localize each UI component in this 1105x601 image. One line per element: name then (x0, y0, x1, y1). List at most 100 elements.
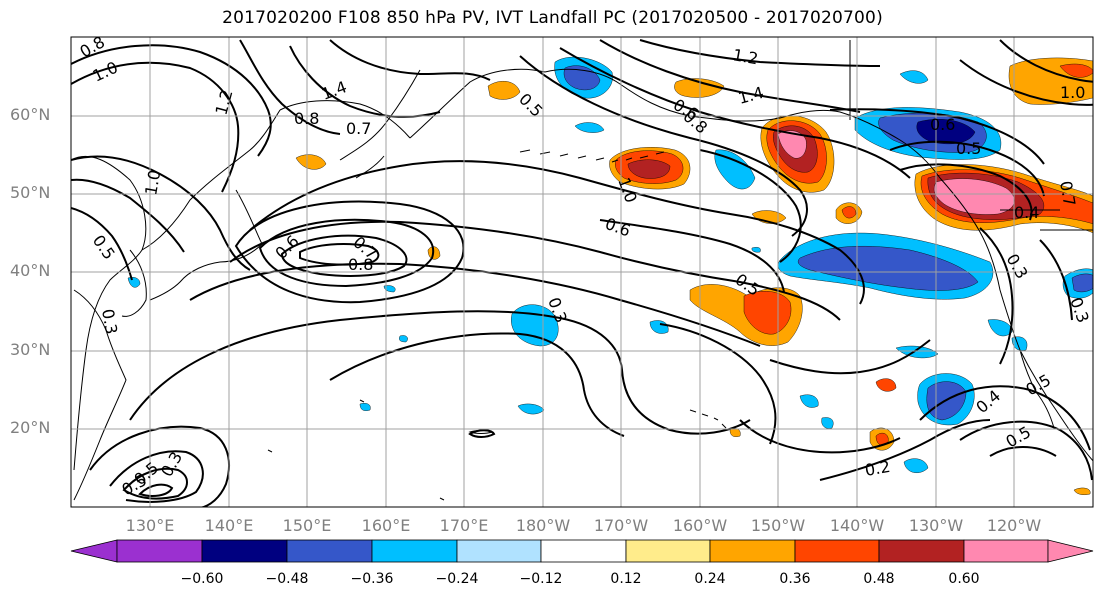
contour-label: 1.0 (141, 168, 164, 196)
shade-pos-small-7 (1073, 487, 1091, 495)
contour-05 (229, 220, 841, 321)
shade-pos-kurils (295, 154, 327, 170)
lon-label: 160°W (672, 516, 728, 535)
colorbar-swatch (540, 539, 627, 563)
colorbar-extend-right (1047, 539, 1094, 563)
shading-layer (127, 56, 1093, 495)
lon-label: 130°W (908, 516, 964, 535)
contour-nw-6 (71, 155, 251, 271)
contour-ne-12 (1039, 239, 1073, 321)
contour-ne-8 (899, 163, 1033, 221)
shade-pos-ne-corner-core (1059, 63, 1093, 78)
contour-label: 0.8 (348, 255, 373, 274)
gridline-lat (71, 115, 1093, 430)
lon-label: 150°E (282, 516, 332, 535)
lon-label: 160°E (361, 516, 411, 535)
shade-neg-band-core (797, 246, 979, 291)
contour-ne-1 (639, 39, 881, 67)
shade-pos-small-4 (875, 378, 897, 392)
map-content: 0.8 1.0 1.2 1.4 0.8 0.7 1.0 0.5 0.6 0.7 … (71, 37, 1093, 507)
contour-04 (189, 262, 761, 347)
colorbar-swatch (286, 539, 373, 563)
contour-label: 0.3 (1003, 251, 1032, 283)
contour-ne-6 (829, 108, 1045, 165)
shade-pos-okhotsk (487, 81, 521, 100)
colorbar-swatch (371, 539, 458, 563)
contour-label: 0.6 (930, 115, 955, 134)
contour-se-2 (959, 420, 1093, 481)
contour-03 (129, 310, 751, 435)
shade-pos-goa-core (777, 130, 807, 159)
shade-neg-small-1 (574, 122, 605, 133)
lon-label: 180°W (515, 516, 571, 535)
contour-ne-7 (889, 140, 1045, 197)
contour-mid-2 (659, 323, 777, 445)
coast-asia (71, 68, 546, 471)
shade-neg-coast-2-core (1071, 273, 1093, 293)
shade-neg-small-7 (821, 417, 834, 429)
colorbar-swatch (625, 539, 711, 563)
lat-label: 20°N (10, 418, 51, 437)
contour-se-5 (739, 419, 901, 454)
colorbar-swatch (963, 539, 1049, 563)
contour-mid-1 (599, 219, 785, 293)
graticule (71, 37, 1093, 507)
shade-pos-small-2-core (841, 206, 857, 219)
colorbar-swatch (794, 539, 880, 563)
lat-label: 60°N (10, 105, 51, 124)
colorbar-tick-label: −0.12 (519, 571, 563, 587)
shade-neg-alaska-1 (714, 149, 756, 190)
shade-neg-coast-1 (987, 319, 1013, 337)
coast-japan (149, 189, 263, 301)
contour-low-1 (280, 234, 408, 277)
coast-kamchatka (339, 69, 421, 179)
colorbar-tick-label: −0.24 (435, 571, 479, 587)
contour-ne-2 (599, 39, 861, 113)
contour-label: 0.2 (863, 457, 891, 480)
contour-label: 1.2 (731, 45, 759, 68)
contour-se-1 (919, 385, 1091, 451)
shade-neg-small-6 (517, 403, 545, 415)
contour-label: 0.5 (956, 139, 981, 158)
plot-title: 2017020200 F108 850 hPa PV, IVT Landfall… (222, 8, 883, 28)
contour-label: 1.4 (736, 83, 766, 108)
contour-label: 0.3 (1066, 295, 1093, 325)
gridline-lon (149, 37, 1015, 507)
coast-korea (121, 249, 147, 317)
lat-label: 50°N (10, 183, 51, 202)
shade-pos-aleutian-core (627, 159, 671, 179)
contour-sw-1 (109, 450, 204, 503)
colorbar-tick-label: 0.24 (694, 571, 726, 587)
contour-label: 1.0 (1060, 83, 1085, 102)
contour-ne-11 (979, 227, 1014, 365)
shade-neg-japan (127, 277, 141, 288)
contour-sw-3 (89, 425, 230, 507)
lon-label: 140°E (204, 516, 254, 535)
shade-pos-ne-band-core (933, 178, 1015, 215)
contour-label: 0.4 (972, 386, 1004, 417)
colorbar-extend-left (70, 539, 118, 563)
contour-06 (249, 160, 865, 305)
shade-neg-small-2 (751, 247, 761, 253)
shade-neg-20n-150w (799, 394, 819, 408)
coast-china (73, 289, 127, 501)
contour-label: 0.7 (1056, 179, 1079, 207)
contour-nw-5 (329, 39, 491, 81)
lon-label: 120°W (986, 516, 1042, 535)
contour-label: 1.0 (90, 58, 121, 86)
lat-label: 40°N (10, 261, 51, 280)
colorbar-swatch (878, 539, 965, 563)
contour-label: 0.6 (603, 214, 633, 241)
lon-label: 170°W (593, 516, 649, 535)
shade-neg-small-8 (895, 345, 939, 359)
colorbar-tick-label: −0.48 (265, 571, 309, 587)
pv-contours (71, 39, 1093, 507)
contour-low-4 (299, 243, 380, 266)
colorbar-swatch (456, 539, 542, 563)
contour-labels: 0.8 1.0 1.2 1.4 0.8 0.7 1.0 0.5 0.6 0.7 … (77, 37, 1093, 499)
shade-pos-small-6 (729, 428, 741, 437)
coast-alaska (544, 68, 941, 179)
contour-label: 1.4 (319, 77, 349, 104)
contour-nw-1 (71, 44, 272, 157)
